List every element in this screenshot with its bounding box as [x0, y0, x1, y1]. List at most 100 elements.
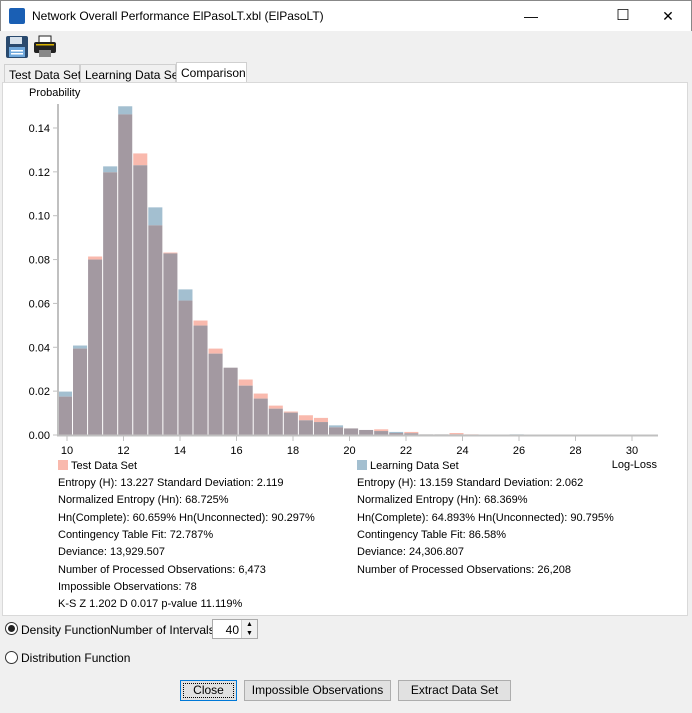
maximize-button[interactable]: ☐	[616, 7, 630, 24]
bar-learning-excess	[178, 289, 193, 301]
bar-test-excess	[313, 417, 328, 423]
distribution-function-radio[interactable]	[5, 651, 18, 664]
stat-line: Number of Processed Observations: 26,208	[357, 563, 572, 576]
window-title: Network Overall Performance ElPasoLT.xbl…	[32, 9, 324, 23]
bar-learning-excess	[389, 431, 404, 434]
bar-overlap	[328, 427, 344, 435]
bar-overlap	[57, 396, 73, 435]
impossible-observations-button[interactable]: Impossible Observations	[244, 680, 391, 701]
close-button[interactable]: Close	[180, 680, 237, 701]
bar-overlap	[389, 433, 404, 435]
close-window-button[interactable]: ✕	[662, 8, 674, 24]
bar-test-excess	[193, 320, 208, 326]
title-bar: Network Overall Performance ElPasoLT.xbl…	[0, 0, 692, 31]
spinner-buttons: ▲ ▼	[241, 620, 257, 638]
minimize-button[interactable]: —	[524, 8, 538, 24]
bar-test-excess	[253, 393, 268, 399]
tab-test-data-set[interactable]: Test Data Set	[4, 64, 82, 83]
intervals-spinner[interactable]: 40 ▲ ▼	[212, 619, 258, 639]
bar-overlap	[283, 412, 298, 435]
extract-data-set-button[interactable]: Extract Data Set	[398, 680, 511, 701]
legend-learning: Learning Data Set	[357, 460, 459, 472]
tab-label: Test Data Set	[9, 68, 82, 82]
x-tick-label: 10	[61, 445, 73, 457]
bar-test-excess	[449, 433, 464, 435]
y-tick-label: 0.06	[29, 298, 50, 310]
bar-overlap	[344, 428, 359, 435]
bar-overlap	[313, 422, 328, 435]
y-tick-label: 0.00	[29, 430, 50, 442]
tab-label: Learning Data Set	[85, 68, 182, 82]
x-tick-label: 30	[626, 445, 638, 457]
y-tick-label: 0.04	[29, 342, 50, 354]
stat-line: Normalized Entropy (Hn): 68.369%	[357, 494, 528, 507]
bar-overlap	[103, 172, 118, 435]
histogram-chart: Probability Log-Loss 0.00 0.02 0.04 0.06 0.0…	[29, 87, 658, 471]
stat-line: Deviance: 24,306.807	[357, 546, 465, 559]
x-tick-label: 16	[230, 445, 242, 457]
bar-learning-excess	[118, 106, 133, 115]
legend-label: Learning Data Set	[370, 460, 459, 472]
x-tick-label: 28	[569, 445, 581, 457]
bar-overlap	[118, 114, 133, 436]
density-function-radio[interactable]	[5, 622, 18, 635]
bar-overlap	[238, 385, 253, 435]
spin-up-icon[interactable]: ▲	[246, 621, 253, 628]
bar-test-excess	[298, 415, 313, 421]
bar-learning-excess	[328, 425, 344, 428]
tab-label: Comparison	[181, 66, 246, 80]
bar-test-excess	[374, 429, 389, 432]
density-function-label: Density Function	[21, 623, 111, 637]
bar-overlap	[88, 259, 103, 435]
spin-down-icon[interactable]: ▼	[246, 630, 253, 637]
bar-test-excess	[208, 348, 223, 354]
x-tick-label: 18	[287, 445, 299, 457]
x-tick-label: 26	[513, 445, 525, 457]
bar-overlap	[148, 225, 163, 435]
bar-test-excess	[133, 153, 148, 166]
x-tick-label: 14	[174, 445, 186, 457]
legend-test: Test Data Set	[58, 460, 137, 472]
bar-learning-excess	[103, 166, 118, 173]
bar-test-excess	[404, 431, 419, 434]
bar-test-excess	[283, 411, 298, 413]
stat-line: Entropy (H): 13.159 Standard Deviation: …	[357, 477, 584, 489]
stat-line: Hn(Complete): 60.659% Hn(Unconnected): 9…	[58, 511, 315, 524]
bar-learning-excess	[148, 207, 163, 226]
tab-learning-data-set[interactable]: Learning Data Set	[80, 64, 182, 83]
x-axis-label: Log-Loss	[612, 459, 658, 471]
bar-overlap	[298, 420, 313, 435]
bar-overlap	[404, 433, 419, 435]
stat-line: Entropy (H): 13.227 Standard Deviation: …	[58, 477, 284, 489]
bar-overlap	[208, 353, 223, 435]
y-tick-label: 0.02	[29, 386, 50, 398]
print-icon[interactable]	[33, 35, 57, 59]
y-tick-label: 0.10	[29, 211, 50, 223]
x-tick-label: 24	[456, 445, 468, 457]
stat-line: Hn(Complete): 64.893% Hn(Unconnected): 9…	[357, 511, 614, 524]
save-icon[interactable]	[5, 35, 29, 59]
tab-comparison[interactable]: Comparison	[176, 62, 247, 83]
bar-overlap	[223, 367, 238, 435]
stat-line: Contingency Table Fit: 72.787%	[58, 528, 214, 541]
stat-line: Impossible Observations: 78	[58, 580, 197, 593]
x-tick-label: 20	[343, 445, 355, 457]
bar-overlap	[133, 165, 148, 436]
distribution-function-label: Distribution Function	[21, 651, 131, 665]
legend-swatch	[58, 460, 68, 470]
y-axis-label: Probability	[29, 87, 81, 99]
intervals-value[interactable]: 40	[225, 623, 239, 637]
bar-test-excess	[88, 256, 103, 260]
bar-overlap	[178, 300, 193, 435]
toolbar	[1, 31, 691, 63]
legend-label: Test Data Set	[71, 460, 138, 472]
y-tick-label: 0.12	[29, 167, 50, 179]
bar-overlap	[359, 429, 374, 435]
bar-overlap	[268, 408, 283, 435]
bar-learning-excess	[57, 391, 73, 397]
y-tick-label: 0.08	[29, 255, 50, 267]
stat-line: Contingency Table Fit: 86.58%	[357, 528, 506, 541]
stat-line: K-S Z 1.202 D 0.017 p-value 11.119%	[58, 598, 243, 611]
y-tick-label: 0.14	[29, 123, 50, 135]
bar-test-excess	[163, 252, 178, 254]
